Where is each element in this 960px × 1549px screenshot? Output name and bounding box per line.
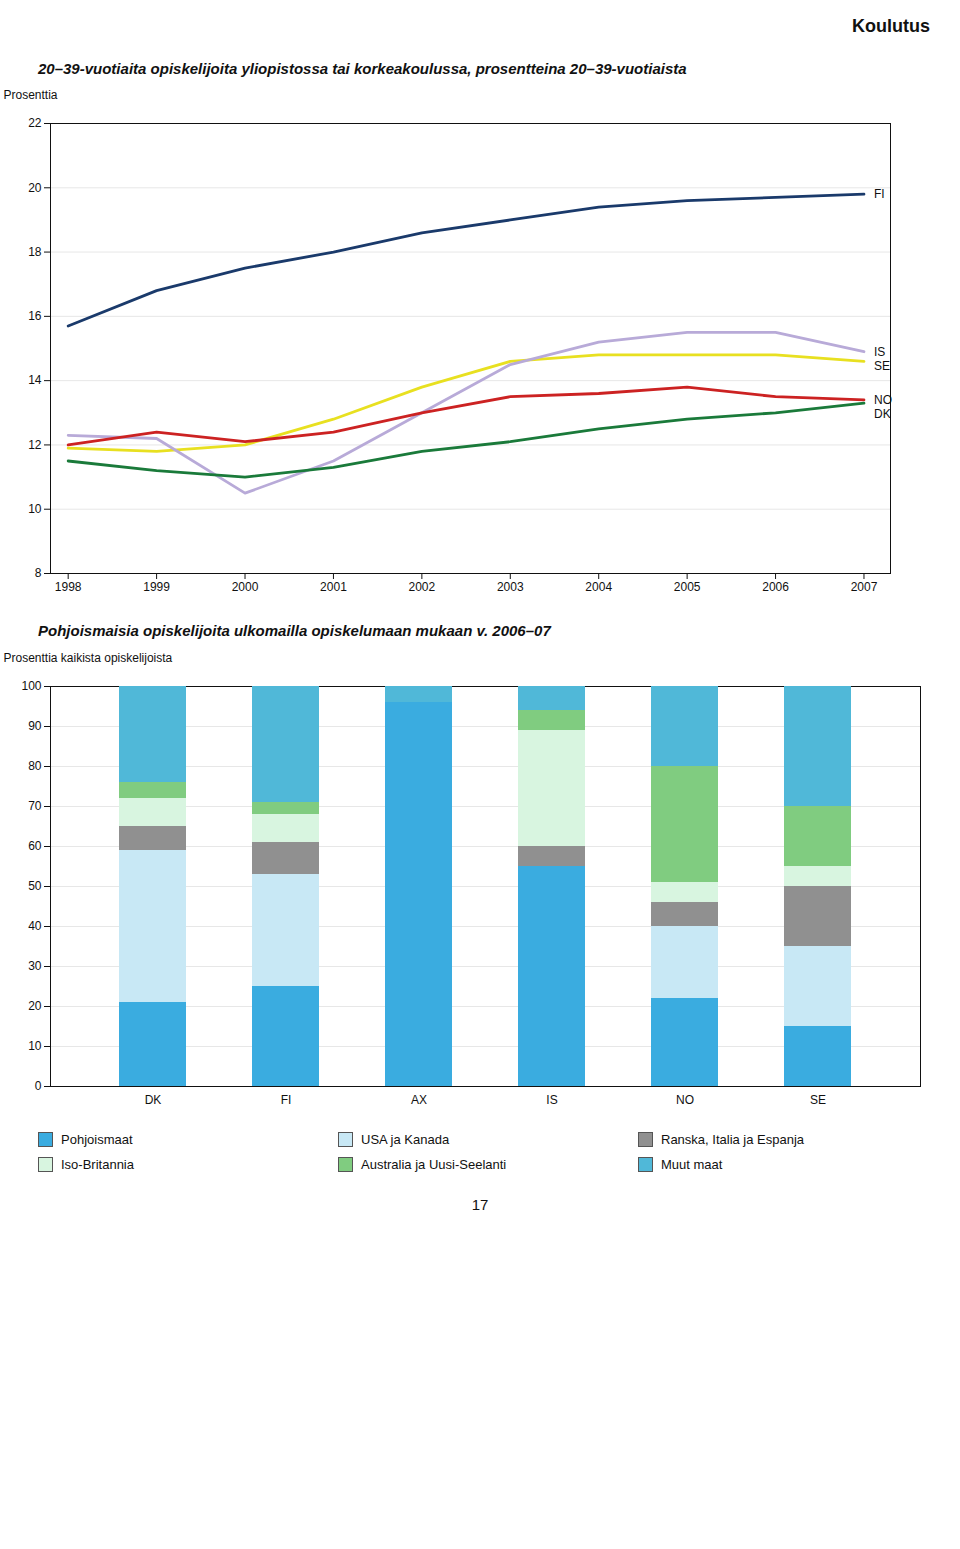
svg-text:8: 8 [35, 567, 42, 581]
svg-text:2004: 2004 [585, 580, 612, 594]
html-text:Ranska, Italia ja Espanja: Ranska, Italia ja Espanja [661, 1131, 805, 1147]
svg-text:10: 10 [28, 502, 42, 516]
svg-text:1999: 1999 [143, 580, 170, 594]
svg-text:0: 0 [35, 1079, 42, 1093]
svg-text:FI: FI [281, 1093, 292, 1107]
svg-text:22: 22 [28, 117, 42, 131]
html-text:Koulutus: Koulutus [852, 16, 930, 36]
svg-text:IS: IS [874, 345, 885, 359]
svg-text:50: 50 [28, 879, 42, 893]
svg-text:2003: 2003 [497, 580, 524, 594]
svg-text:2001: 2001 [320, 580, 347, 594]
svg-text:SE: SE [874, 359, 890, 373]
svg-text:60: 60 [28, 839, 42, 853]
html-text:Iso-Britannia: Iso-Britannia [61, 1156, 134, 1172]
svg-text:2006: 2006 [762, 580, 789, 594]
html-text:Australia ja Uusi-Seelanti: Australia ja Uusi-Seelanti [361, 1156, 507, 1172]
html-text:17: 17 [471, 1195, 489, 1213]
svg-text:16: 16 [28, 309, 42, 323]
svg-text:DK: DK [874, 407, 891, 421]
svg-text:IS: IS [546, 1093, 557, 1107]
svg-text:DK: DK [145, 1093, 162, 1107]
svg-text:2002: 2002 [409, 580, 436, 594]
html-text:Pohjoismaisia opiskelijoita ul: Pohjoismaisia opiskelijoita ulkomailla o… [38, 622, 551, 640]
svg-text:20: 20 [28, 181, 42, 195]
svg-text:18: 18 [28, 245, 42, 259]
svg-text:NO: NO [676, 1093, 694, 1107]
html-text:Muut maat: Muut maat [661, 1156, 723, 1172]
svg-text:1998: 1998 [55, 580, 82, 594]
svg-text:14: 14 [28, 374, 42, 388]
html-text:20–39-vuotiaita opiskelijoita: 20–39-vuotiaita opiskelijoita yliopistos… [38, 60, 687, 77]
svg-text:100: 100 [21, 679, 41, 693]
svg-text:NO: NO [874, 393, 892, 407]
svg-text:SE: SE [810, 1093, 826, 1107]
svg-text:80: 80 [28, 759, 42, 773]
svg-text:40: 40 [28, 919, 42, 933]
svg-text:2005: 2005 [674, 580, 701, 594]
svg-text:2007: 2007 [851, 580, 878, 594]
svg-text:Prosenttia: Prosenttia [4, 88, 58, 102]
svg-text:30: 30 [28, 959, 42, 973]
svg-text:Prosenttia kaikista opiskelijo: Prosenttia kaikista opiskelijoista [4, 651, 173, 665]
svg-text:AX: AX [411, 1093, 427, 1107]
svg-text:90: 90 [28, 719, 42, 733]
svg-text:10: 10 [28, 1039, 42, 1053]
svg-text:20: 20 [28, 999, 42, 1013]
svg-text:FI: FI [874, 187, 885, 201]
svg-text:12: 12 [28, 438, 42, 452]
svg-text:70: 70 [28, 799, 42, 813]
html-text:Pohjoismaat: Pohjoismaat [61, 1131, 133, 1147]
html-text:USA ja Kanada: USA ja Kanada [361, 1131, 450, 1147]
svg-text:2000: 2000 [232, 580, 259, 594]
